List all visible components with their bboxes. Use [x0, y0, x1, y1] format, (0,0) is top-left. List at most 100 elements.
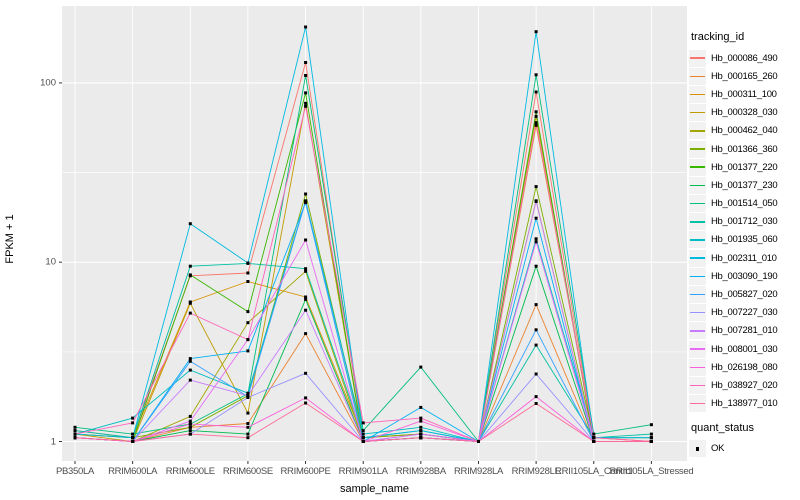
plot-panel: [62, 6, 687, 461]
y-axis-title: FPKM + 1: [4, 214, 16, 264]
data-point: [534, 303, 538, 307]
legend-item-Hb_001377_230: Hb_001377_230: [689, 176, 799, 194]
legend-item-label: Hb_000165_260: [711, 70, 778, 82]
data-point: [592, 432, 596, 436]
legend-key-swatch: [689, 286, 706, 304]
legend-item-Hb_001712_030: Hb_001712_030: [689, 213, 799, 231]
legend-item-Hb_000165_260: Hb_000165_260: [689, 67, 799, 85]
data-point: [246, 338, 250, 342]
legend-line-icon: [690, 202, 705, 205]
x-tick-label: RRIM928BA: [395, 466, 446, 477]
legend-line-icon: [690, 239, 705, 241]
legend-title-quant-status: quant_status: [691, 421, 754, 434]
data-point: [304, 200, 308, 203]
data-point: [304, 104, 308, 108]
legend-line-icon: [690, 330, 705, 332]
legend-line-icon: [690, 348, 705, 350]
data-point: [534, 395, 538, 399]
legend-key-swatch: [689, 231, 706, 249]
legend-item-label: Hb_000086_490: [711, 52, 778, 64]
legend-item-label: Hb_008001_030: [711, 343, 778, 355]
data-point: [534, 216, 538, 220]
data-point: [304, 61, 308, 64]
legend-key-swatch: [689, 158, 706, 176]
data-point: [246, 261, 250, 265]
legend-item-Hb_138977_010: Hb_138977_010: [689, 395, 799, 413]
data-point: [131, 440, 135, 443]
data-point: [534, 264, 538, 268]
legend-key-swatch: [689, 140, 706, 158]
legend-key-swatch: [689, 49, 706, 67]
legend-item-label: Hb_002311_010: [711, 252, 777, 264]
data-point: [188, 422, 192, 426]
data-point: [188, 432, 192, 436]
data-point: [534, 240, 538, 244]
legend-key-swatch: [689, 267, 706, 285]
legend-key-swatch: [689, 340, 706, 358]
data-point: [188, 359, 192, 363]
legend-line-icon: [690, 93, 705, 96]
data-point: [304, 269, 308, 273]
data-point: [361, 440, 365, 443]
data-point: [188, 357, 192, 361]
data-point: [304, 101, 308, 105]
data-point: [534, 90, 538, 94]
data-point: [534, 121, 538, 125]
legend-item-label: OK: [711, 443, 725, 455]
legend-item-Hb_005827_020: Hb_005827_020: [689, 285, 799, 304]
data-point: [73, 432, 77, 436]
y-tick-label: 100: [40, 77, 56, 89]
data-point: [304, 91, 308, 95]
legend-item-Hb_000462_040: Hb_000462_040: [689, 122, 799, 140]
legend-key-swatch: [689, 304, 706, 322]
data-point: [304, 297, 308, 301]
data-point: [592, 440, 596, 443]
data-point: [246, 396, 250, 399]
data-point: [246, 310, 250, 314]
data-point: [304, 396, 308, 400]
data-point: [304, 267, 308, 271]
data-point: [188, 222, 192, 226]
y-tick-label: 10: [45, 256, 56, 268]
data-point: [304, 332, 308, 336]
data-point: [477, 440, 480, 443]
data-point: [188, 419, 192, 423]
data-point: [246, 349, 250, 353]
data-point: [649, 423, 653, 427]
legend-key-swatch: [689, 67, 706, 85]
x-tick-label: RRIM600SE: [222, 466, 273, 477]
data-point: [246, 425, 250, 429]
legend-item-Hb_000311_100: Hb_000311_100: [689, 85, 799, 103]
data-point: [534, 343, 538, 347]
legend-key-swatch: [689, 104, 706, 122]
data-point: [361, 429, 365, 433]
data-point: [534, 372, 538, 376]
legend-key-swatch: [689, 213, 706, 231]
data-point: [246, 436, 250, 440]
legend-item-Hb_002311_010: Hb_002311_010: [689, 249, 799, 267]
data-point: [534, 30, 538, 34]
legend-line-icon: [690, 366, 705, 369]
legend-item-Hb_038927_020: Hb_038927_020: [689, 376, 799, 394]
data-point: [534, 114, 538, 118]
data-point: [419, 429, 423, 433]
data-point: [592, 436, 596, 440]
data-point: [131, 436, 135, 440]
legend-item-label: Hb_138977_010: [711, 398, 778, 410]
data-point: [304, 295, 308, 299]
legend-title-tracking-id: tracking_id: [691, 31, 745, 43]
legend-line-icon: [690, 221, 705, 223]
data-point: [534, 402, 538, 405]
legend-item-label: Hb_001712_030: [711, 216, 778, 228]
x-tick-label: RRII105LA_Control: [555, 466, 633, 477]
data-point: [419, 405, 423, 409]
data-point: [188, 414, 192, 418]
data-point: [246, 271, 250, 275]
legend-entries: Hb_000086_490 Hb_000165_260 Hb_000311_100 H…: [689, 49, 799, 413]
legend-item-Hb_001514_050: Hb_001514_050: [689, 195, 799, 213]
data-point: [419, 425, 423, 429]
data-point: [534, 110, 538, 114]
legend-item-label: Hb_001377_230: [711, 179, 778, 191]
x-tick-label: RRII105LA_Stressed: [609, 466, 694, 477]
x-tick-label: RRIM928LE: [511, 466, 561, 477]
